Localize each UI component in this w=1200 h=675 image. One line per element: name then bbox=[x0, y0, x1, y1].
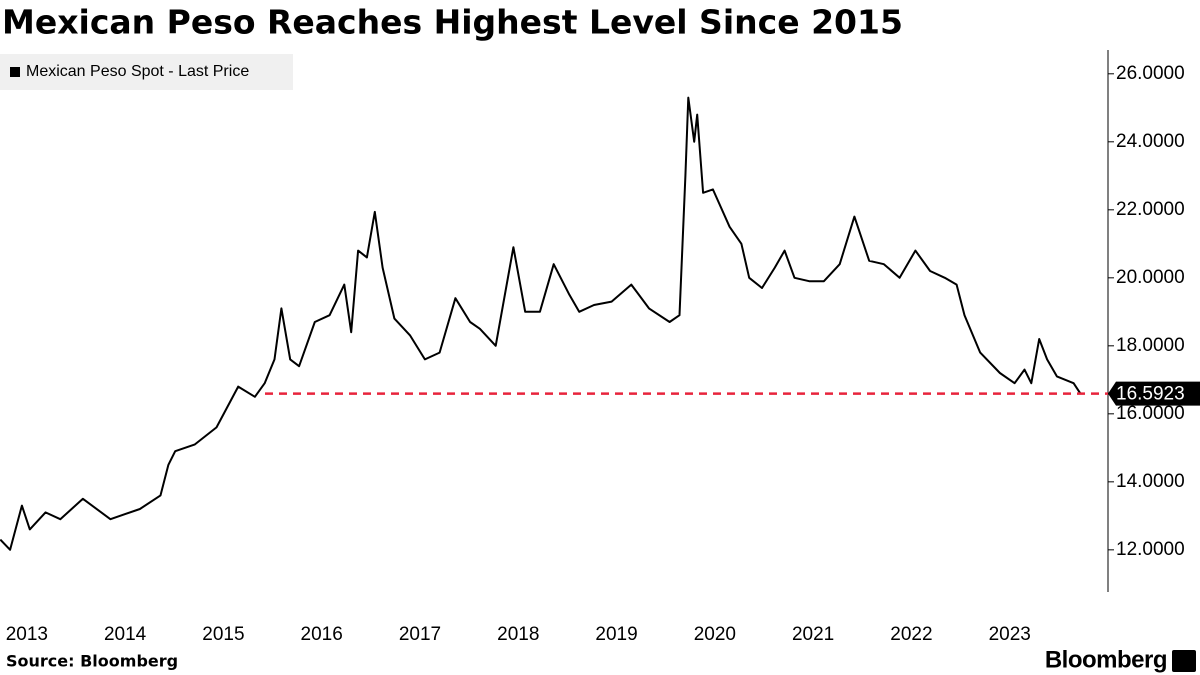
chart-title: Mexican Peso Reaches Highest Level Since… bbox=[2, 3, 903, 42]
legend-swatch bbox=[10, 67, 20, 77]
price-tag bbox=[1108, 381, 1200, 406]
price-tag-label: 16.5923 bbox=[1116, 384, 1185, 405]
x-tick-label: 2020 bbox=[694, 624, 736, 645]
x-tick-label: 2016 bbox=[301, 624, 343, 645]
y-tick-label: 24.0000 bbox=[1116, 131, 1185, 152]
y-tick-label: 16.0000 bbox=[1116, 403, 1185, 424]
x-tick-label: 2015 bbox=[202, 624, 244, 645]
legend-label: Mexican Peso Spot - Last Price bbox=[26, 63, 249, 80]
x-tick-label: 2021 bbox=[792, 624, 834, 645]
y-tick-label: 22.0000 bbox=[1116, 199, 1185, 220]
y-tick-label: 18.0000 bbox=[1116, 335, 1185, 356]
source: Source: Bloomberg bbox=[6, 652, 178, 671]
brand: Bloomberg bbox=[1045, 646, 1167, 673]
y-tick-label: 14.0000 bbox=[1116, 471, 1185, 492]
x-tick-label: 2019 bbox=[595, 624, 637, 645]
x-tick-label: 2023 bbox=[989, 624, 1031, 645]
brand-icon bbox=[1172, 650, 1196, 672]
line-series bbox=[0, 96, 1082, 551]
y-tick-label: 20.0000 bbox=[1116, 267, 1185, 288]
x-tick-label: 2018 bbox=[497, 624, 539, 645]
x-tick-label: 2022 bbox=[890, 624, 932, 645]
x-tick-label: 2017 bbox=[399, 624, 441, 645]
x-tick-label: 2013 bbox=[6, 624, 48, 645]
y-tick-label: 26.0000 bbox=[1116, 63, 1185, 84]
y-tick-label: 12.0000 bbox=[1116, 539, 1185, 560]
legend-box bbox=[0, 54, 293, 90]
x-tick-label: 2014 bbox=[104, 624, 147, 645]
